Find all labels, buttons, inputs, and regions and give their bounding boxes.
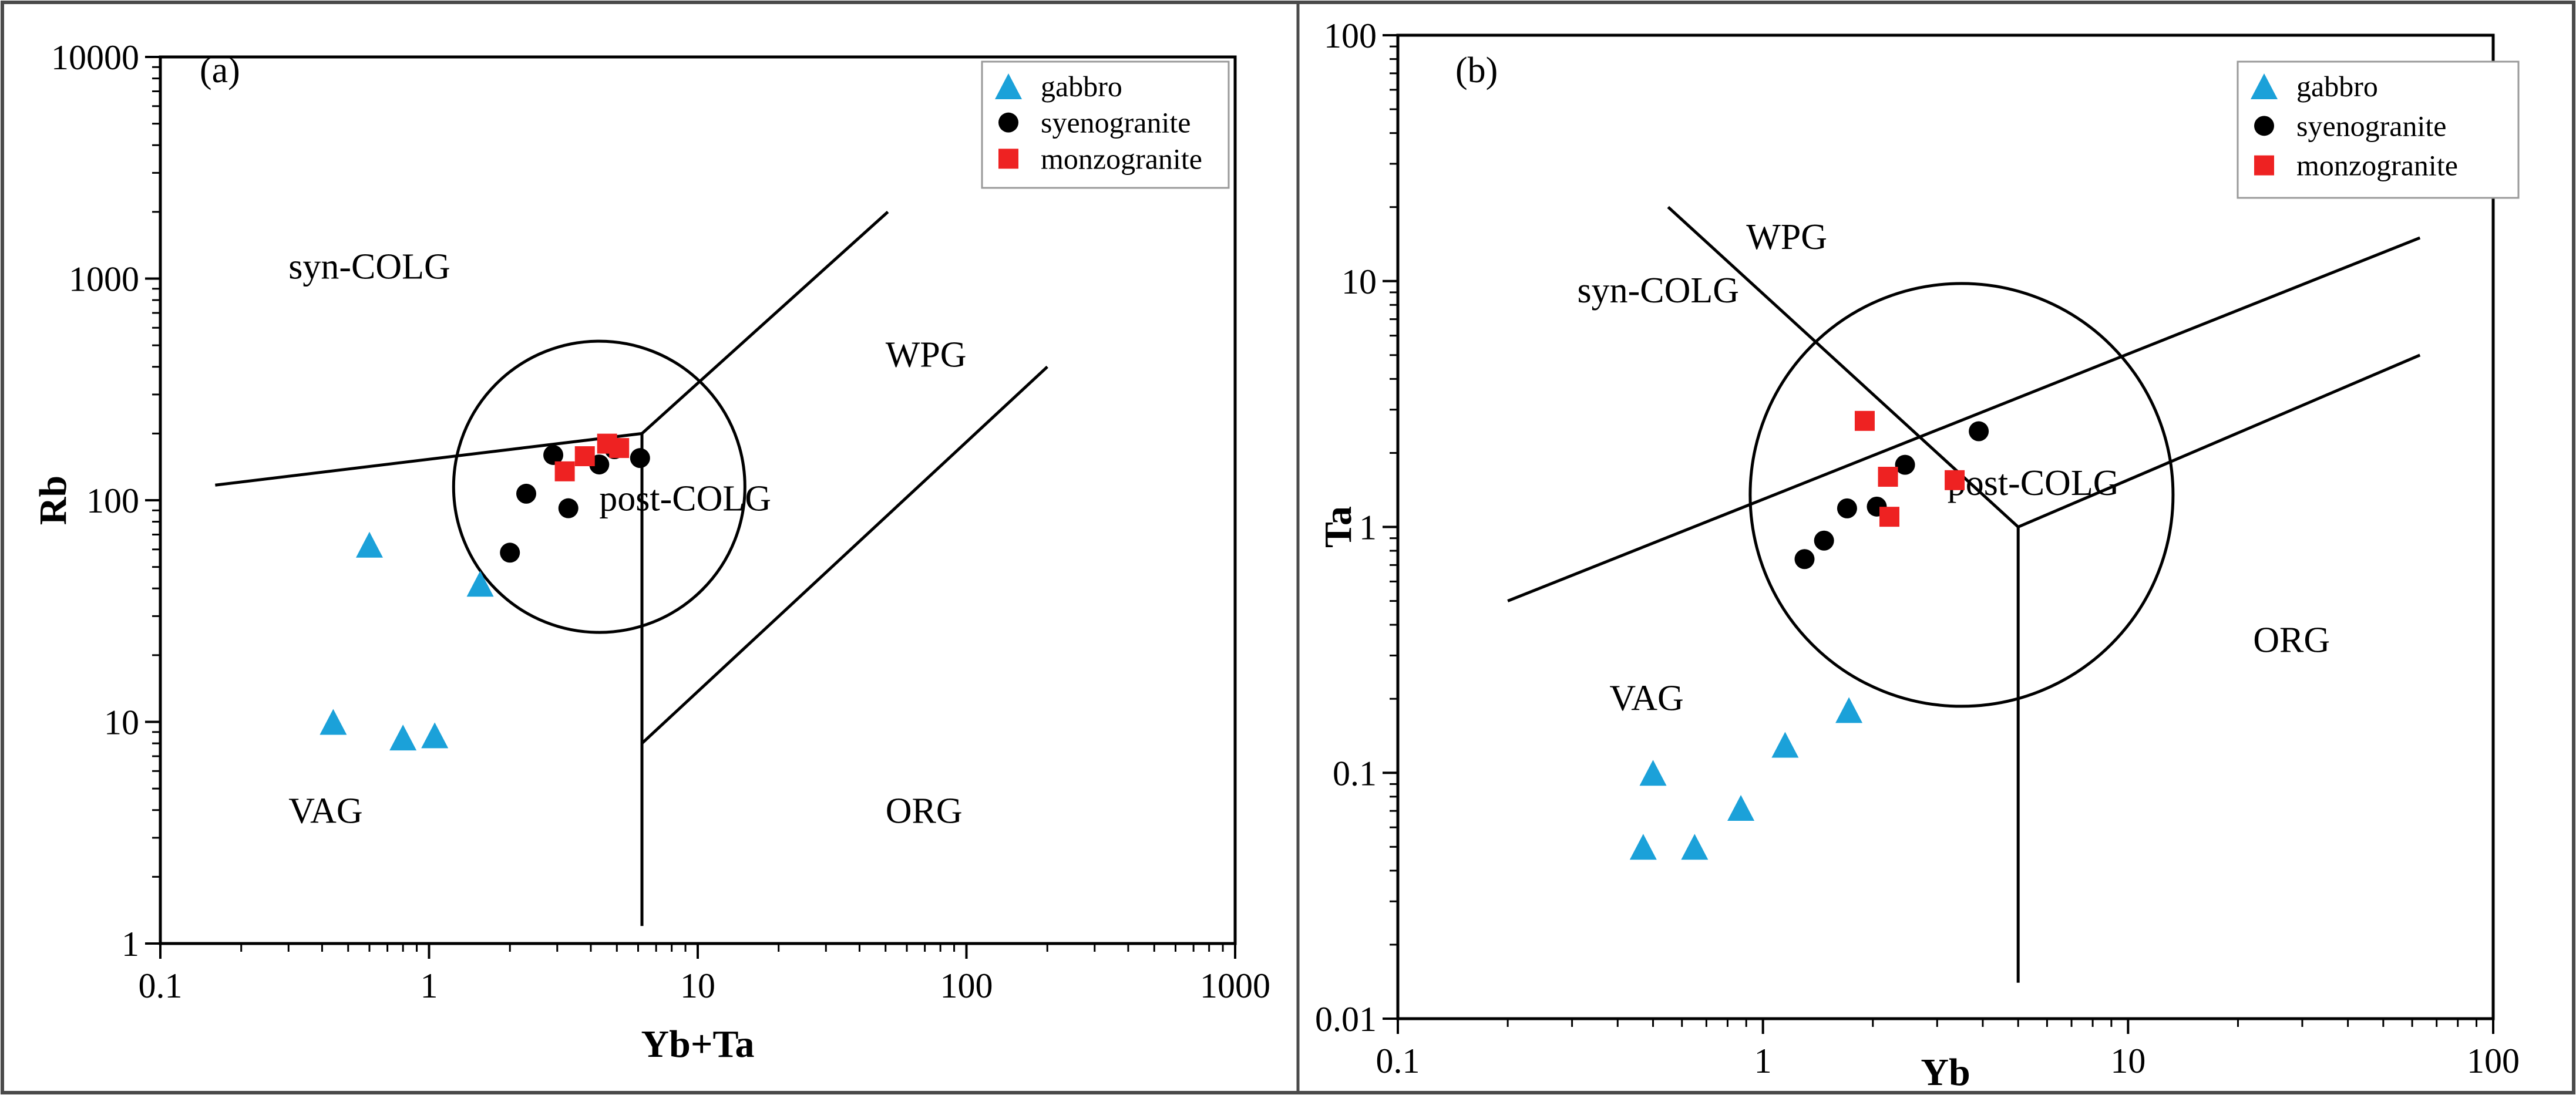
- y-tick-label: 0.1: [1333, 754, 1377, 793]
- field-label: WPG: [1746, 217, 1827, 257]
- syenogranite-point: [1814, 530, 1834, 551]
- x-tick-label: 1: [421, 966, 438, 1005]
- x-tick-label: 10: [2110, 1042, 2145, 1080]
- y-tick-label: 100: [1324, 16, 1377, 55]
- y-tick-label: 1000: [69, 260, 139, 299]
- gabbro-point: [1835, 697, 1863, 723]
- field-boundary: [641, 211, 889, 435]
- gabbro-point: [2251, 73, 2278, 99]
- x-axis-title: Yb: [1921, 1051, 1970, 1094]
- gabbro-point: [1629, 834, 1657, 860]
- syenogranite-point: [1837, 498, 1857, 518]
- field-label: post-COLG: [599, 479, 771, 518]
- field-label: VAG: [1609, 678, 1683, 718]
- legend-label: monzogranite: [2296, 149, 2458, 182]
- syenogranite-point: [516, 483, 536, 504]
- monzogranite-point: [998, 149, 1018, 169]
- legend-label: gabbro: [2296, 70, 2378, 103]
- gabbro-point: [466, 571, 494, 597]
- syenogranite-point: [1794, 549, 1815, 570]
- gabbro-point: [995, 73, 1022, 99]
- field-label: ORG: [2253, 620, 2330, 660]
- x-tick-label: 100: [2467, 1042, 2520, 1080]
- gabbro-point: [389, 725, 417, 751]
- y-tick-label: 1: [122, 925, 139, 963]
- monzogranite-point: [2254, 155, 2274, 176]
- monzogranite-point: [1879, 507, 1899, 527]
- x-tick-label: 1000: [1200, 966, 1270, 1005]
- syenogranite-point: [500, 543, 520, 563]
- gabbro-point: [356, 531, 384, 558]
- syenogranite-point: [630, 448, 650, 469]
- gabbro-point: [1771, 732, 1799, 758]
- gabbro-point: [1727, 794, 1755, 821]
- syenogranite-point: [1895, 454, 1915, 475]
- y-axis-title: Rb: [32, 476, 75, 525]
- monzogranite-point: [1878, 467, 1898, 487]
- x-tick-label: 100: [940, 966, 993, 1005]
- panel-label: (b): [1455, 50, 1498, 90]
- y-tick-label: 0.01: [1315, 1000, 1377, 1039]
- field-label: post-COLG: [1948, 463, 2120, 503]
- syenogranite-point: [2254, 116, 2274, 136]
- gabbro-point: [1681, 834, 1709, 860]
- post-colg-circle: [452, 339, 746, 634]
- syenogranite-point: [558, 498, 579, 518]
- panel-label: (a): [200, 50, 240, 90]
- legend-box: [2237, 60, 2520, 199]
- legend-label: syenogranite: [1041, 106, 1191, 139]
- x-axis-title: Yb+Ta: [641, 1023, 755, 1066]
- field-label: syn-COLG: [288, 247, 450, 287]
- field-boundary: [215, 432, 643, 487]
- legend-label: monzogranite: [1041, 142, 1202, 175]
- monzogranite-point: [1854, 410, 1875, 431]
- field-boundary: [641, 365, 1048, 744]
- legend-box: [981, 60, 1230, 189]
- legend-label: syenogranite: [2296, 109, 2446, 142]
- gabbro-point: [421, 722, 449, 749]
- y-axis-title: Ta: [1317, 506, 1360, 548]
- monzogranite-point: [574, 446, 595, 467]
- field-label: ORG: [886, 791, 963, 831]
- y-tick-label: 1: [1359, 508, 1377, 547]
- legend-label: gabbro: [1041, 70, 1122, 103]
- syenogranite-point: [543, 444, 564, 465]
- x-tick-label: 0.1: [139, 966, 183, 1005]
- monzogranite-point: [609, 438, 630, 459]
- field-boundary: [2017, 353, 2421, 528]
- monzogranite-point: [554, 461, 575, 481]
- field-label: VAG: [288, 791, 362, 831]
- x-tick-label: 0.1: [1376, 1042, 1420, 1080]
- y-tick-label: 10: [1341, 262, 1377, 301]
- post-colg-circle: [1748, 282, 2175, 708]
- field-label: WPG: [886, 335, 967, 375]
- monzogranite-point: [1945, 470, 1965, 490]
- gabbro-point: [1639, 760, 1667, 786]
- syenogranite-point: [998, 112, 1018, 133]
- y-tick-label: 10: [104, 703, 139, 742]
- syenogranite-point: [1969, 421, 1989, 442]
- x-tick-label: 1: [1754, 1042, 1772, 1080]
- y-tick-label: 10000: [51, 38, 139, 77]
- y-tick-label: 100: [86, 481, 139, 520]
- field-boundary: [1507, 236, 2421, 602]
- x-tick-label: 10: [680, 966, 715, 1005]
- field-label: syn-COLG: [1577, 271, 1739, 311]
- gabbro-point: [320, 709, 347, 735]
